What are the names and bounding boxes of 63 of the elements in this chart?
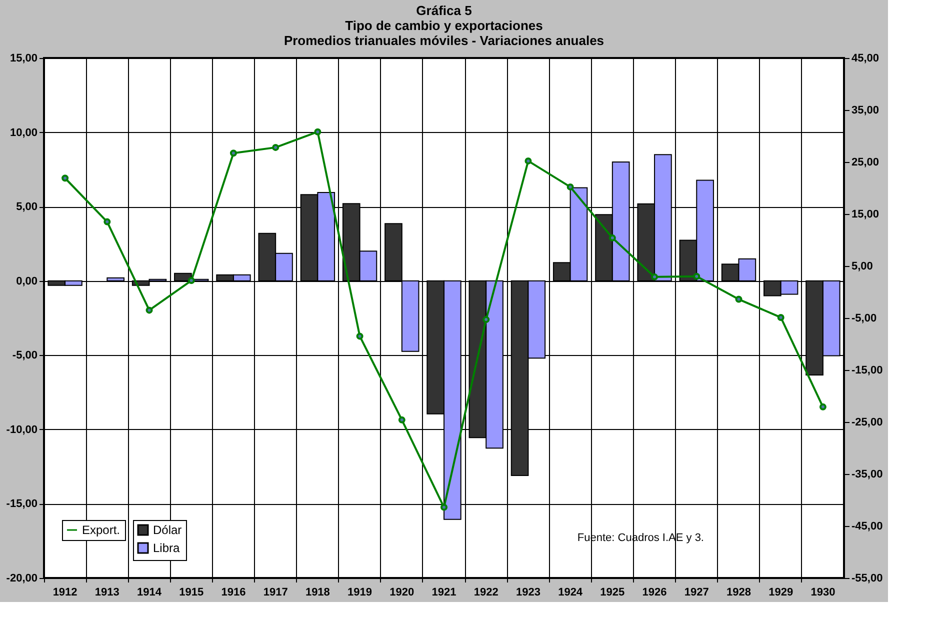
point <box>104 218 111 226</box>
x-tick-label: 1917 <box>263 586 288 598</box>
x-tick-label: 1918 <box>305 586 330 598</box>
legend-label: Libra <box>153 541 180 555</box>
point <box>62 174 69 182</box>
y2-tick-label: 25,00 <box>852 156 880 168</box>
x-tick-label: 1922 <box>474 586 498 598</box>
text: Tipo de cambio y exportaciones <box>345 18 543 33</box>
y2-tick-label: 15,00 <box>852 208 880 220</box>
legend-label: Dólar <box>153 523 182 537</box>
text: Promedios trianuales móviles - Variaciones anuales <box>284 33 604 48</box>
x-tick-label: 1926 <box>642 586 667 598</box>
y2-tick-label: -45,00 <box>852 520 883 532</box>
y-tick-label: -10,00 <box>6 424 38 436</box>
point <box>482 316 490 324</box>
y2-tick-label: -55,00 <box>852 572 883 584</box>
x-tick-label: 1927 <box>684 586 709 598</box>
x-tick-label: 1916 <box>221 586 246 598</box>
point <box>146 306 153 314</box>
y-tick-label: -15,00 <box>6 498 38 510</box>
x-tick-label: 1924 <box>558 586 584 598</box>
x-tick-label: 1929 <box>768 586 794 598</box>
x-tick-label: 1915 <box>179 586 204 598</box>
y-tick-label: 5,00 <box>16 201 38 214</box>
x-tick-label: 1928 <box>726 586 751 598</box>
x-tick-label: 1913 <box>94 586 120 598</box>
y-tick-label: 10,00 <box>10 126 38 139</box>
point <box>608 234 616 242</box>
x-tick-label: 1925 <box>600 586 625 598</box>
point <box>272 144 280 151</box>
y2-tick-label: -25,00 <box>852 416 883 428</box>
y2-tick-label: 45,00 <box>852 52 880 64</box>
y-tick-label: -20,00 <box>6 572 38 584</box>
y2-tick-label: -15,00 <box>852 364 883 376</box>
point <box>230 150 237 157</box>
point <box>440 504 448 511</box>
x-tick-label: 1912 <box>52 586 78 598</box>
x-tick-label: 1919 <box>348 586 372 598</box>
point <box>314 128 322 136</box>
point <box>398 416 406 424</box>
x-tick-label: 1930 <box>810 586 836 598</box>
y-tick-label: 0,00 <box>16 275 38 288</box>
point <box>777 314 784 321</box>
point <box>188 277 195 284</box>
x-tick-label: 1923 <box>516 586 540 598</box>
y2-tick-label: -35,00 <box>852 468 883 480</box>
y2-tick-label: 5,00 <box>852 260 873 272</box>
text: Gráfica 5 <box>416 3 472 18</box>
point <box>819 403 826 410</box>
x-tick-label: 1914 <box>137 586 162 598</box>
point <box>524 157 532 164</box>
y-tick-label: -5,00 <box>12 350 38 362</box>
point <box>566 183 574 190</box>
point <box>693 272 700 280</box>
y2-tick-label: 35,00 <box>852 104 880 116</box>
legend-label: Export. <box>82 523 120 537</box>
y2-tick-label: -5,00 <box>852 312 877 324</box>
point <box>356 332 364 340</box>
x-tick-label: 1921 <box>432 586 456 598</box>
point <box>735 296 742 303</box>
point <box>651 273 658 280</box>
y-tick-label: 15,00 <box>10 52 38 64</box>
x-tick-label: 1920 <box>390 586 414 598</box>
